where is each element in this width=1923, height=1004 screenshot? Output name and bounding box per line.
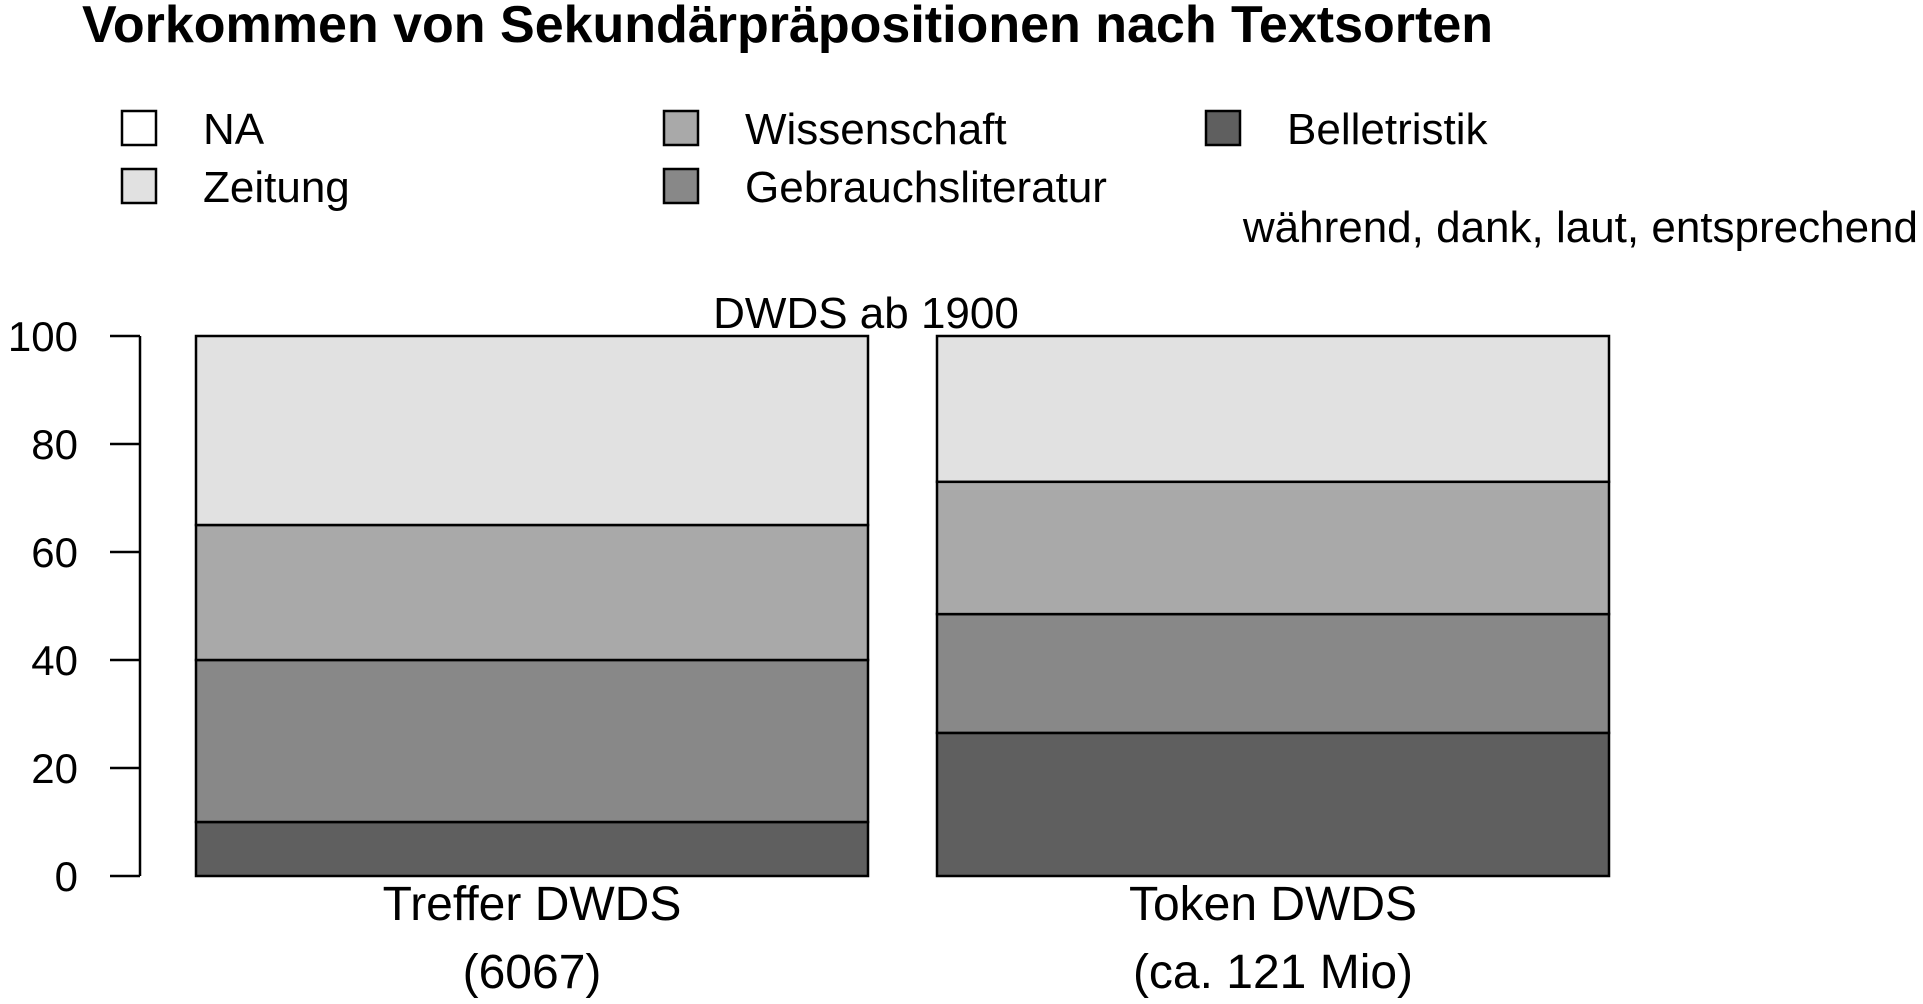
chart-title: Vorkommen von Sekundärpräpositionen nach…	[82, 0, 1493, 54]
legend-label-gebrauchsliteratur: Gebrauchsliteratur	[745, 163, 1107, 212]
legend-label-zeitung: Zeitung	[203, 163, 350, 212]
legend-swatch-na	[120, 109, 158, 147]
y-tick-label-0: 0	[55, 853, 78, 900]
y-axis: 0 20 40 60 80 100	[8, 313, 142, 900]
y-tick-label-20: 20	[31, 745, 78, 792]
y-tick-label-100: 100	[8, 313, 78, 360]
y-tick-label-60: 60	[31, 529, 78, 576]
bar-gebrauchsliteratur-2	[935, 612, 1611, 735]
legend-swatch-zeitung	[120, 167, 158, 205]
legend: NA Zeitung Wissenschaft Gebrauchsliteratur B…	[120, 105, 1488, 212]
prepositions-annotation: während, dank, laut, entsprechend	[1242, 203, 1918, 252]
bars	[194, 334, 1611, 878]
category-label-2: Token DWDS	[1129, 878, 1417, 931]
legend-label-belletristik: Belletristik	[1287, 105, 1488, 154]
category-sublabel-1: (6067)	[463, 946, 602, 999]
legend-swatch-gebrauchsliteratur	[662, 167, 700, 205]
category-sublabel-2: (ca. 121 Mio)	[1133, 946, 1413, 999]
y-tick-label-40: 40	[31, 637, 78, 684]
bar-gebrauchsliteratur-1	[194, 658, 870, 824]
legend-label-wissenschaft: Wissenschaft	[745, 105, 1007, 154]
bar-wissenschaft-2	[935, 480, 1611, 616]
legend-label-na: NA	[203, 105, 265, 154]
legend-swatch-wissenschaft	[662, 109, 700, 147]
category-label-1: Treffer DWDS	[383, 878, 682, 931]
x-axis-labels: Treffer DWDS (6067) Token DWDS (ca. 121 Mio…	[383, 878, 1417, 999]
legend-swatch-belletristik	[1204, 109, 1242, 147]
bar-belletristik-1	[194, 820, 870, 878]
corpus-annotation: DWDS ab 1900	[713, 289, 1019, 338]
bar-belletristik-2	[935, 731, 1611, 878]
y-tick-label-80: 80	[31, 421, 78, 468]
bar-zeitung-1	[194, 334, 870, 527]
bar-wissenschaft-1	[194, 523, 870, 662]
bar-zeitung-2	[935, 334, 1611, 484]
